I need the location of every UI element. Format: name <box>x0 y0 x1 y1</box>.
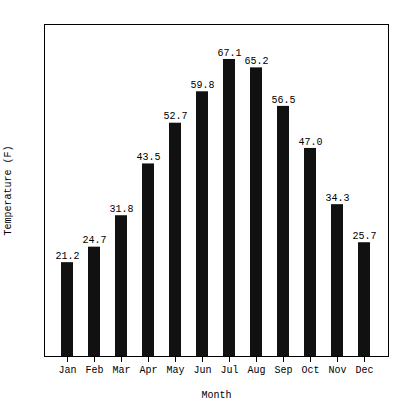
svg-text:May: May <box>166 365 184 376</box>
svg-text:Sep: Sep <box>274 365 292 376</box>
svg-text:47.0: 47.0 <box>298 137 322 148</box>
svg-text:59.8: 59.8 <box>190 80 214 91</box>
svg-text:Oct: Oct <box>301 365 319 376</box>
svg-text:Jan: Jan <box>58 365 76 376</box>
svg-text:Jun: Jun <box>193 365 211 376</box>
svg-text:Aug: Aug <box>247 365 265 376</box>
svg-text:52.7: 52.7 <box>163 111 187 122</box>
svg-text:65.2: 65.2 <box>244 56 268 67</box>
svg-text:56.5: 56.5 <box>271 95 295 106</box>
svg-text:Jul: Jul <box>220 365 238 376</box>
svg-text:Dec: Dec <box>355 365 373 376</box>
svg-text:Nov: Nov <box>328 365 346 376</box>
svg-text:43.5: 43.5 <box>136 152 160 163</box>
svg-text:67.1: 67.1 <box>217 48 241 59</box>
svg-text:Feb: Feb <box>85 365 103 376</box>
svg-text:Apr: Apr <box>139 365 157 376</box>
svg-text:Mar: Mar <box>112 365 130 376</box>
svg-text:24.7: 24.7 <box>82 235 106 246</box>
svg-text:31.8: 31.8 <box>109 204 133 215</box>
svg-text:34.3: 34.3 <box>325 193 349 204</box>
svg-text:Month: Month <box>201 390 231 400</box>
svg-text:21.2: 21.2 <box>55 251 79 262</box>
svg-text:25.7: 25.7 <box>352 231 376 242</box>
svg-text:Temperature (F): Temperature (F) <box>3 145 14 235</box>
